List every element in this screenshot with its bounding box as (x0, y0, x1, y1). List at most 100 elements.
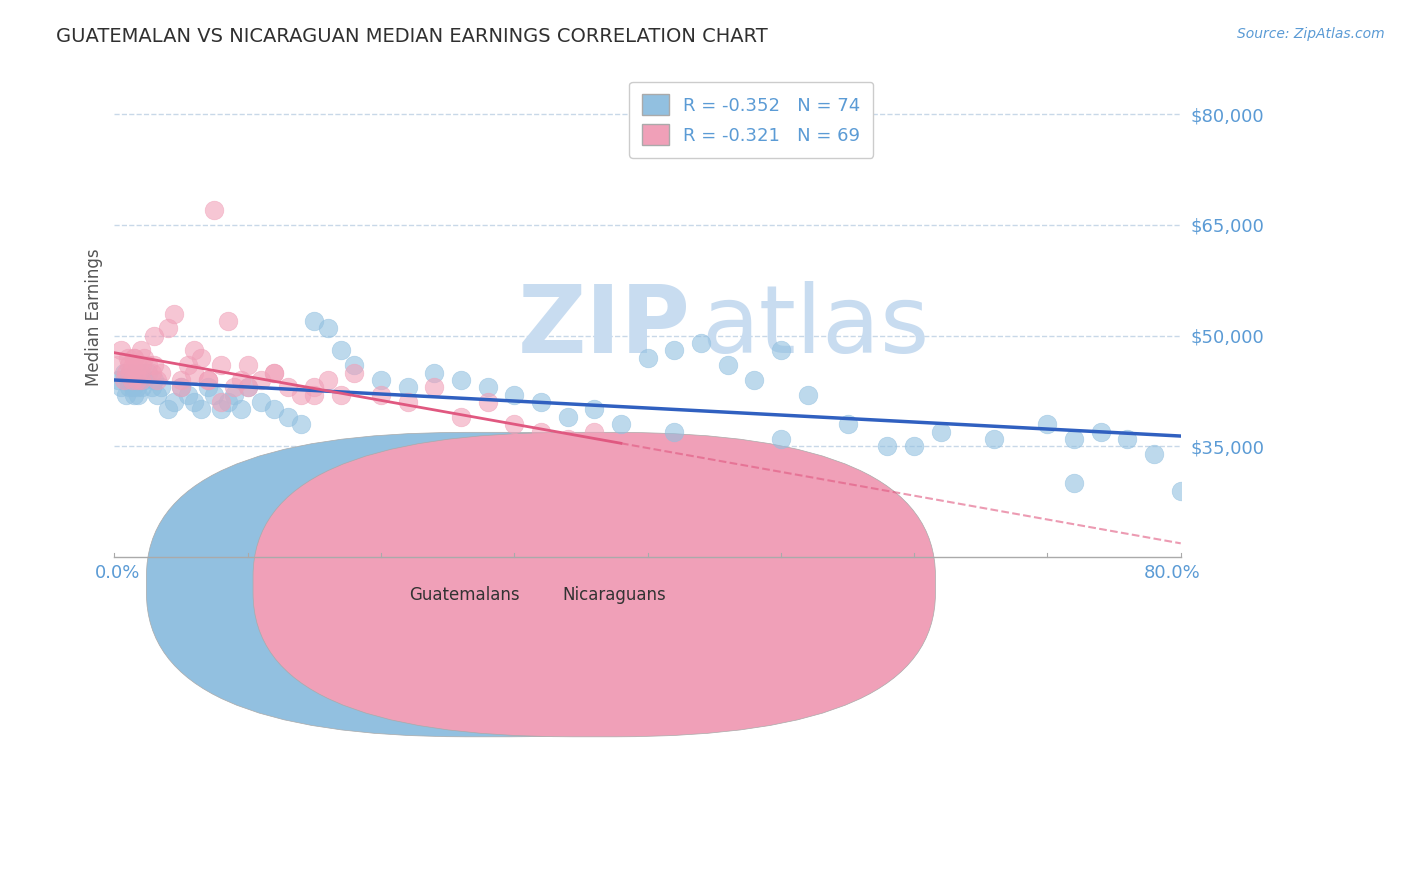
Point (343, 366, 366, 380)
Point (120, 366, 142, 380)
Point (115, 387, 138, 401)
Point (664, 447, 686, 461)
Point (146, 387, 169, 401)
Point (263, 366, 285, 380)
Point (610, 447, 633, 461)
Point (209, 395, 232, 409)
Point (769, 491, 792, 505)
Point (121, 373, 143, 387)
Point (716, 358, 738, 372)
Point (124, 351, 146, 365)
Point (370, 387, 392, 401)
Point (143, 328, 166, 343)
Point (316, 321, 339, 335)
Point (127, 387, 149, 401)
Point (263, 366, 285, 380)
Point (202, 387, 225, 401)
Point (122, 380, 145, 394)
Point (583, 425, 606, 439)
Point (304, 314, 326, 328)
Point (664, 425, 686, 439)
Point (107, 373, 129, 387)
Text: Guatemalans: Guatemalans (409, 586, 520, 604)
Point (163, 395, 186, 409)
Point (110, 380, 132, 394)
Point (163, 306, 186, 320)
Point (197, 373, 219, 387)
Point (530, 425, 553, 439)
Point (583, 402, 606, 417)
Point (121, 373, 143, 387)
Point (277, 409, 299, 424)
Point (983, 432, 1005, 446)
Point (202, 203, 225, 218)
Point (122, 358, 145, 372)
Point (557, 432, 579, 446)
Point (796, 387, 818, 401)
Point (125, 373, 148, 387)
Text: GUATEMALAN VS NICARAGUAN MEDIAN EARNINGS CORRELATION CHART: GUATEMALAN VS NICARAGUAN MEDIAN EARNINGS… (56, 27, 768, 45)
Point (209, 358, 232, 372)
Point (110, 343, 132, 358)
Point (450, 373, 472, 387)
Point (136, 358, 159, 372)
Point (929, 425, 952, 439)
Point (177, 358, 200, 372)
Point (183, 395, 205, 409)
Point (876, 439, 898, 453)
Text: ZIP: ZIP (517, 281, 690, 373)
Point (128, 366, 150, 380)
Point (1170, 483, 1192, 498)
FancyBboxPatch shape (146, 433, 830, 737)
Point (477, 380, 499, 394)
Point (120, 366, 142, 380)
Point (190, 351, 212, 365)
Text: 0.0%: 0.0% (94, 565, 139, 582)
Point (197, 380, 219, 394)
Point (229, 373, 252, 387)
Point (236, 380, 259, 394)
Point (129, 343, 152, 358)
Point (610, 417, 633, 432)
Point (263, 402, 285, 417)
Point (423, 366, 446, 380)
Point (125, 373, 148, 387)
Point (689, 461, 711, 475)
Point (236, 380, 259, 394)
Point (837, 417, 859, 432)
Point (118, 358, 141, 372)
Point (183, 343, 205, 358)
Point (127, 358, 149, 372)
Point (1116, 432, 1139, 446)
Point (143, 358, 166, 372)
Point (132, 351, 155, 365)
Point (112, 373, 135, 387)
Point (396, 380, 419, 394)
Point (170, 380, 193, 394)
Point (150, 366, 173, 380)
Point (343, 358, 366, 372)
Text: atlas: atlas (700, 281, 929, 373)
Point (689, 336, 711, 351)
Legend: R = -0.352   N = 74, R = -0.321   N = 69: R = -0.352 N = 74, R = -0.321 N = 69 (628, 82, 873, 158)
Point (209, 402, 232, 417)
Point (146, 373, 169, 387)
Point (316, 373, 339, 387)
Point (117, 351, 139, 365)
Point (107, 358, 129, 372)
Point (236, 358, 259, 372)
Point (450, 409, 472, 424)
Point (170, 380, 193, 394)
Y-axis label: Median Earnings: Median Earnings (86, 248, 103, 386)
Point (250, 395, 273, 409)
Point (664, 343, 686, 358)
Point (1036, 417, 1059, 432)
Point (197, 373, 219, 387)
Point (124, 351, 146, 365)
Point (304, 380, 326, 394)
Point (124, 387, 146, 401)
Point (156, 321, 179, 335)
Point (769, 432, 792, 446)
Point (118, 380, 141, 394)
Point (330, 343, 353, 358)
